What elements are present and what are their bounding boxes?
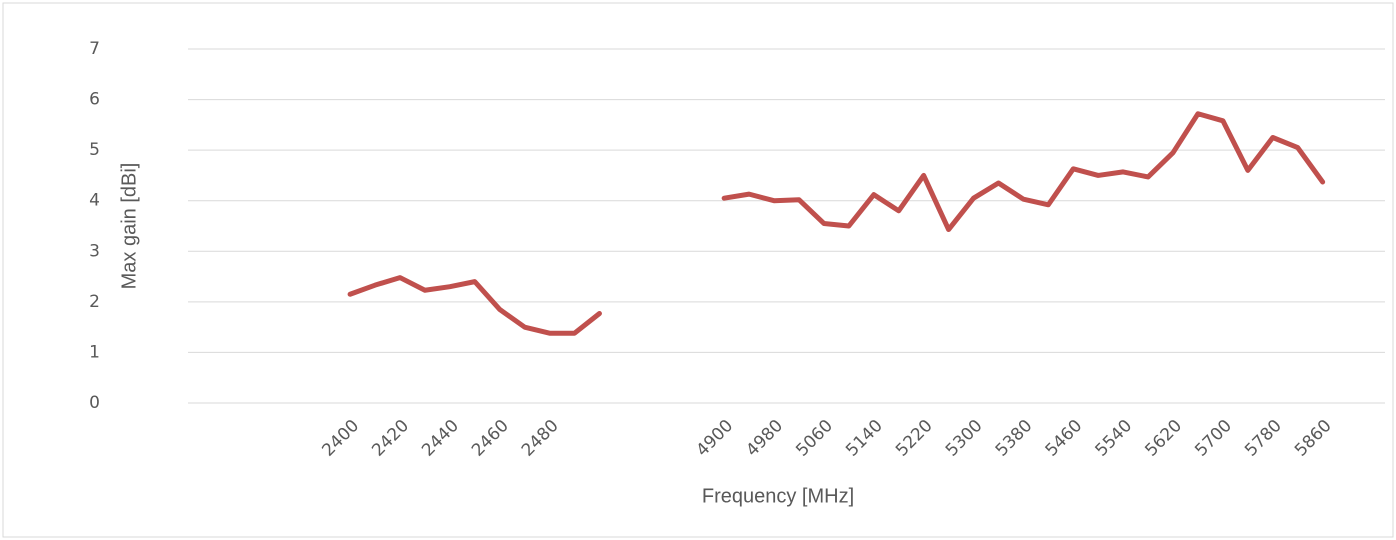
- data-line: [347, 111, 1326, 336]
- y-tick-label: 0: [89, 393, 100, 413]
- x-axis-title: Frequency [MHz]: [702, 485, 854, 507]
- y-axis-title: Max gain [dBi]: [118, 163, 140, 290]
- y-tick-label: 4: [89, 191, 100, 211]
- y-tick-label: 3: [89, 241, 100, 261]
- y-tick-label: 1: [89, 342, 100, 362]
- y-tick-label: 7: [89, 39, 100, 59]
- y-tick-label: 5: [89, 140, 100, 160]
- y-tick-label: 2: [89, 292, 100, 312]
- y-tick-label: 6: [89, 90, 100, 110]
